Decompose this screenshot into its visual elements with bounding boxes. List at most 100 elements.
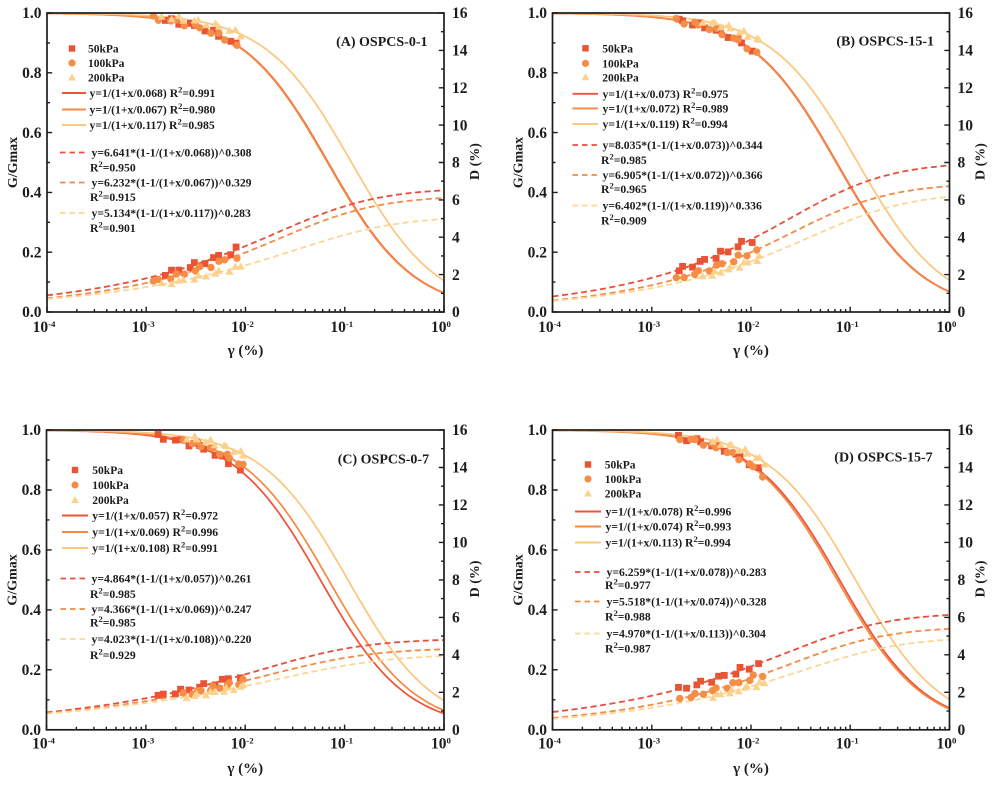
- svg-text:2: 2: [958, 267, 966, 284]
- svg-text:0.2: 0.2: [22, 662, 42, 679]
- svg-text:R2=0.985: R2=0.985: [90, 614, 136, 630]
- svg-text:100: 100: [937, 319, 958, 336]
- svg-text:G/Gmax: G/Gmax: [512, 137, 527, 188]
- svg-text:y=1/(1+x/0.078) R2=0.996: y=1/(1+x/0.078) R2=0.996: [606, 503, 732, 519]
- svg-text:y=1/(1+x/0.069) R2=0.996: y=1/(1+x/0.069) R2=0.996: [92, 524, 218, 540]
- svg-text:R2=0.950: R2=0.950: [90, 159, 136, 175]
- svg-text:G/Gmax: G/Gmax: [512, 554, 527, 605]
- svg-text:6: 6: [958, 610, 966, 627]
- svg-text:2: 2: [958, 685, 966, 702]
- svg-text:0.8: 0.8: [528, 482, 548, 499]
- svg-text:50kPa: 50kPa: [92, 465, 123, 477]
- svg-text:4: 4: [452, 229, 460, 246]
- svg-text:6: 6: [958, 192, 966, 209]
- svg-text:0.8: 0.8: [22, 65, 42, 82]
- svg-text:14: 14: [958, 43, 974, 60]
- svg-text:y=1/(1+x/0.073) R2=0.975: y=1/(1+x/0.073) R2=0.975: [603, 85, 729, 101]
- svg-text:6: 6: [452, 610, 460, 627]
- svg-text:1.0: 1.0: [528, 5, 548, 22]
- svg-text:4: 4: [452, 647, 460, 664]
- svg-text:(B) OSPCS-15-1: (B) OSPCS-15-1: [836, 35, 934, 50]
- svg-text:D (%): D (%): [974, 143, 989, 180]
- svg-text:y=6.641*(1-1/(1+x/0.068))^0.30: y=6.641*(1-1/(1+x/0.068))^0.308: [92, 147, 252, 160]
- svg-text:0.8: 0.8: [528, 65, 548, 82]
- svg-text:D (%): D (%): [974, 560, 989, 597]
- svg-text:2: 2: [452, 685, 460, 702]
- svg-text:y=1/(1+x/0.119) R2=0.994: y=1/(1+x/0.119) R2=0.994: [603, 116, 728, 132]
- svg-text:50kPa: 50kPa: [602, 43, 633, 55]
- svg-text:2: 2: [452, 267, 460, 284]
- svg-text:100kPa: 100kPa: [602, 58, 639, 70]
- svg-text:R2=0.977: R2=0.977: [605, 577, 651, 593]
- svg-text:0.2: 0.2: [528, 662, 548, 679]
- svg-text:R2=0.988: R2=0.988: [605, 608, 651, 624]
- svg-text:10: 10: [958, 535, 974, 552]
- svg-text:0.4: 0.4: [528, 185, 548, 202]
- svg-text:1.0: 1.0: [528, 422, 548, 439]
- svg-text:100: 100: [937, 736, 958, 753]
- svg-text:y=5.518*(1-1/(1+x/0.074))^0.32: y=5.518*(1-1/(1+x/0.074))^0.328: [607, 596, 767, 609]
- svg-text:0.2: 0.2: [528, 244, 548, 261]
- svg-text:R2=0.929: R2=0.929: [90, 647, 136, 663]
- svg-text:y=6.259*(1-1/(1+x/0.078))^0.28: y=6.259*(1-1/(1+x/0.078))^0.283: [607, 566, 767, 579]
- svg-text:D (%): D (%): [468, 560, 483, 597]
- svg-text:6: 6: [452, 192, 460, 209]
- svg-text:R2=0.909: R2=0.909: [601, 212, 647, 228]
- svg-text:100: 100: [431, 319, 452, 336]
- svg-text:4: 4: [958, 647, 966, 664]
- svg-text:y=1/(1+x/0.067) R2=0.980: y=1/(1+x/0.067) R2=0.980: [90, 101, 216, 117]
- svg-text:0.6: 0.6: [528, 542, 548, 559]
- svg-text:y=1/(1+x/0.072) R2=0.989: y=1/(1+x/0.072) R2=0.989: [603, 100, 729, 116]
- svg-text:(D) OSPCS-15-7: (D) OSPCS-15-7: [834, 451, 932, 466]
- svg-text:16: 16: [452, 5, 468, 22]
- svg-text:y=4.864*(1-1/(1+x/0.057))^0.26: y=4.864*(1-1/(1+x/0.057))^0.261: [92, 573, 252, 586]
- svg-text:14: 14: [958, 460, 974, 477]
- svg-text:0.6: 0.6: [22, 542, 42, 559]
- svg-text:0.2: 0.2: [22, 244, 42, 261]
- svg-text:10: 10: [452, 117, 468, 134]
- svg-text:50kPa: 50kPa: [88, 44, 119, 56]
- svg-text:0: 0: [452, 722, 460, 739]
- svg-text:0.8: 0.8: [22, 482, 42, 499]
- svg-text:0.4: 0.4: [22, 185, 42, 202]
- svg-text:14: 14: [452, 43, 468, 60]
- svg-text:0.6: 0.6: [22, 125, 42, 142]
- svg-text:200kPa: 200kPa: [605, 489, 642, 501]
- svg-text:y=1/(1+x/0.074) R2=0.993: y=1/(1+x/0.074) R2=0.993: [606, 518, 732, 534]
- svg-text:100kPa: 100kPa: [92, 480, 129, 492]
- svg-text:14: 14: [452, 460, 468, 477]
- svg-text:50kPa: 50kPa: [605, 460, 636, 472]
- svg-text:y=1/(1+x/0.108) R2=0.991: y=1/(1+x/0.108) R2=0.991: [92, 540, 218, 556]
- svg-text:0.4: 0.4: [528, 602, 548, 619]
- svg-text:y=6.402*(1-1/(1+x/0.119))^0.33: y=6.402*(1-1/(1+x/0.119))^0.336: [603, 200, 763, 213]
- svg-text:(C) OSPCS-0-7: (C) OSPCS-0-7: [338, 453, 429, 468]
- svg-text:y=4.023*(1-1/(1+x/0.108))^0.22: y=4.023*(1-1/(1+x/0.108))^0.220: [92, 633, 252, 646]
- svg-text:1.0: 1.0: [22, 422, 42, 439]
- svg-text:100: 100: [431, 736, 452, 753]
- svg-text:R2=0.985: R2=0.985: [90, 586, 136, 602]
- svg-text:y=4.366*(1-1/(1+x/0.069))^0.24: y=4.366*(1-1/(1+x/0.069))^0.247: [92, 603, 252, 616]
- svg-text:R2=0.985: R2=0.985: [601, 152, 647, 168]
- svg-text:12: 12: [452, 80, 468, 97]
- svg-text:100kPa: 100kPa: [88, 58, 125, 70]
- svg-text:γ (%): γ (%): [226, 761, 263, 777]
- svg-text:R2=0.965: R2=0.965: [601, 181, 647, 197]
- svg-text:0.0: 0.0: [528, 304, 548, 321]
- svg-text:y=1/(1+x/0.057) R2=0.972: y=1/(1+x/0.057) R2=0.972: [92, 507, 218, 523]
- svg-text:8: 8: [958, 155, 966, 172]
- svg-text:0: 0: [958, 722, 966, 739]
- svg-text:200kPa: 200kPa: [88, 73, 125, 85]
- svg-text:G/Gmax: G/Gmax: [6, 554, 21, 605]
- svg-text:y=1/(1+x/0.068) R2=0.991: y=1/(1+x/0.068) R2=0.991: [90, 85, 216, 101]
- svg-text:y=6.905*(1-1/(1+x/0.072))^0.36: y=6.905*(1-1/(1+x/0.072))^0.366: [603, 169, 763, 182]
- svg-text:(A) OSPCS-0-1: (A) OSPCS-0-1: [336, 35, 427, 50]
- svg-text:0.4: 0.4: [22, 602, 42, 619]
- svg-text:γ (%): γ (%): [227, 343, 264, 359]
- svg-text:12: 12: [958, 497, 974, 514]
- svg-text:100kPa: 100kPa: [605, 474, 642, 486]
- svg-text:y=6.232*(1-1/(1+x/0.067))^0.32: y=6.232*(1-1/(1+x/0.067))^0.329: [92, 177, 252, 190]
- svg-text:y=4.970*(1-1/(1+x/0.113))^0.30: y=4.970*(1-1/(1+x/0.113))^0.304: [607, 628, 767, 641]
- svg-text:R2=0.987: R2=0.987: [605, 640, 651, 656]
- svg-text:16: 16: [958, 5, 974, 22]
- svg-text:0: 0: [958, 304, 966, 321]
